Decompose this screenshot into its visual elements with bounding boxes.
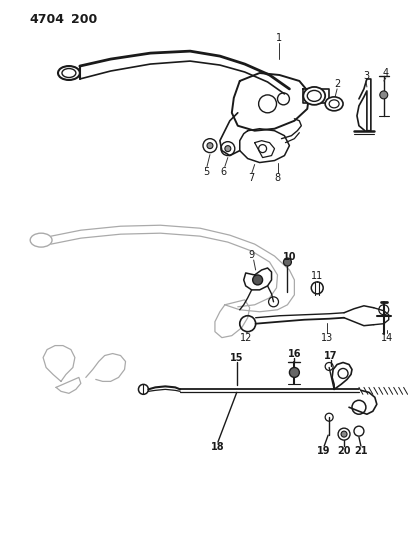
- Ellipse shape: [307, 91, 321, 101]
- Ellipse shape: [62, 69, 76, 77]
- Circle shape: [341, 431, 347, 437]
- Circle shape: [225, 146, 231, 151]
- Text: 3: 3: [363, 71, 369, 81]
- Text: 17: 17: [324, 351, 338, 360]
- Circle shape: [253, 275, 263, 285]
- Circle shape: [290, 367, 299, 377]
- Text: 10: 10: [283, 252, 296, 262]
- Text: 7: 7: [249, 173, 255, 183]
- Text: 12: 12: [240, 333, 252, 343]
- Text: 5: 5: [203, 167, 209, 177]
- Ellipse shape: [30, 233, 52, 247]
- Ellipse shape: [303, 87, 325, 105]
- Text: 19: 19: [317, 446, 331, 456]
- Circle shape: [207, 143, 213, 149]
- Text: 11: 11: [311, 271, 324, 281]
- Ellipse shape: [325, 97, 343, 111]
- Text: 16: 16: [288, 349, 301, 359]
- Text: 13: 13: [321, 333, 333, 343]
- Text: 200: 200: [71, 13, 97, 26]
- Ellipse shape: [58, 66, 80, 80]
- Text: 20: 20: [337, 446, 351, 456]
- Text: 14: 14: [381, 333, 393, 343]
- Text: 18: 18: [211, 442, 225, 452]
- Text: 1: 1: [276, 33, 283, 43]
- Ellipse shape: [329, 100, 339, 108]
- Text: 4704: 4704: [29, 13, 64, 26]
- Text: 21: 21: [354, 446, 368, 456]
- Text: 9: 9: [249, 250, 255, 260]
- Circle shape: [380, 91, 388, 99]
- Text: 4: 4: [383, 68, 389, 78]
- Circle shape: [283, 258, 291, 266]
- Text: 2: 2: [334, 79, 340, 89]
- Text: 6: 6: [221, 167, 227, 177]
- Text: 15: 15: [230, 352, 243, 362]
- Text: 8: 8: [274, 173, 281, 183]
